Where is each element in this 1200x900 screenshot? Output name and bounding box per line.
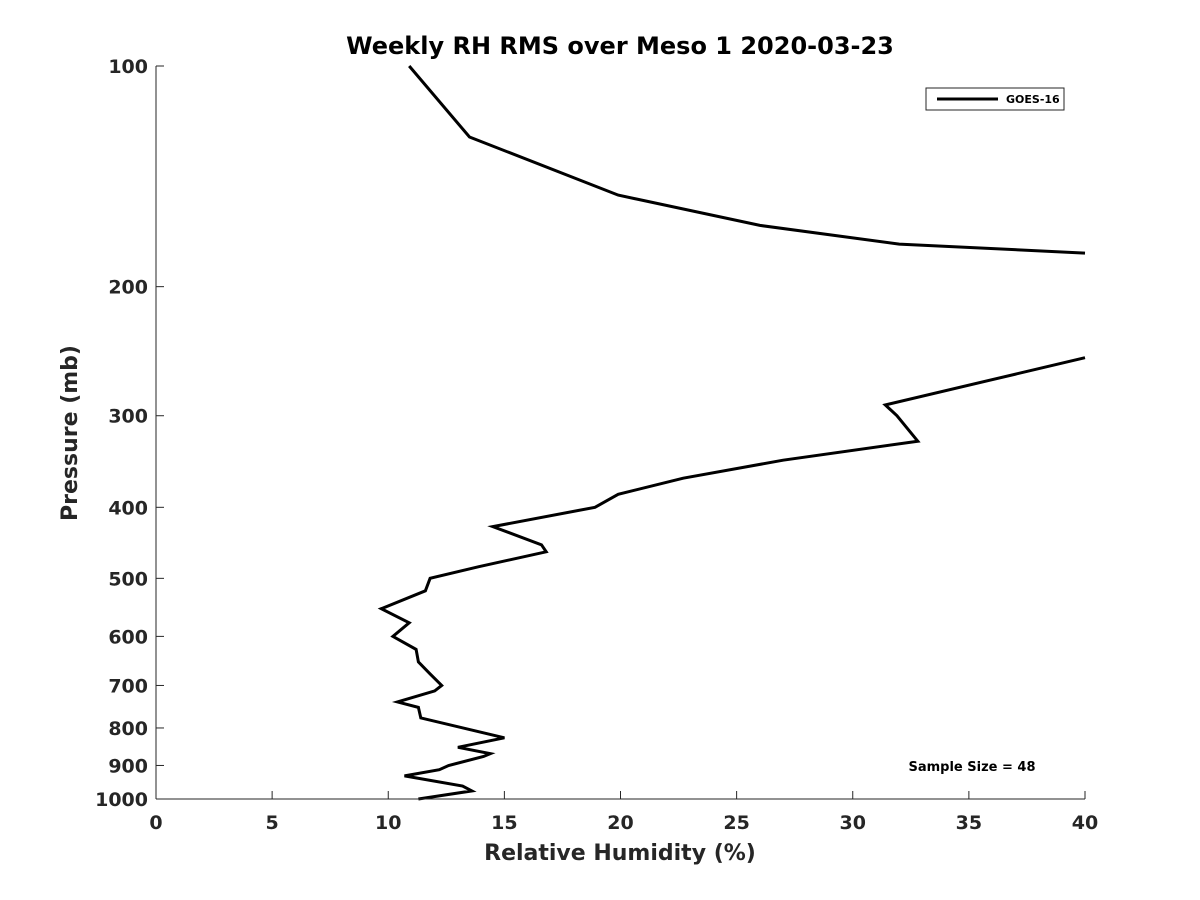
sample-size-annotation: Sample Size = 48 xyxy=(908,760,1035,775)
y-ticks: 100 200 300 400 500 600 700 800 900 1000 xyxy=(95,56,164,811)
chart-title: Weekly RH RMS over Meso 1 2020-03-23 xyxy=(346,32,894,60)
x-ticks: 0 5 10 15 20 25 30 35 40 xyxy=(149,791,1098,834)
x-tick-label: 10 xyxy=(375,812,401,834)
y-tick-label: 800 xyxy=(108,718,148,740)
y-tick-label: 700 xyxy=(108,675,148,697)
x-tick-label: 35 xyxy=(956,812,982,834)
x-tick-label: 0 xyxy=(149,812,162,834)
y-tick-label: 300 xyxy=(108,406,148,428)
x-tick-label: 5 xyxy=(266,812,279,834)
y-tick-label: 900 xyxy=(108,755,148,777)
y-tick-label: 1000 xyxy=(95,789,148,811)
x-axis-label: Relative Humidity (%) xyxy=(484,841,756,866)
y-tick-label: 600 xyxy=(108,626,148,648)
y-tick-label: 400 xyxy=(108,497,148,519)
legend-label: GOES-16 xyxy=(1006,93,1060,106)
y-axis-label: Pressure (mb) xyxy=(58,345,83,521)
series-line-goes-16 xyxy=(377,65,1086,801)
x-tick-label: 15 xyxy=(491,812,517,834)
x-tick-label: 20 xyxy=(607,812,633,834)
y-tick-label: 200 xyxy=(108,277,148,299)
y-tick-label: 500 xyxy=(108,568,148,590)
plot-lines xyxy=(377,65,1086,801)
x-tick-label: 30 xyxy=(840,812,866,834)
y-tick-label: 100 xyxy=(108,56,148,78)
x-tick-label: 25 xyxy=(723,812,749,834)
x-tick-label: 40 xyxy=(1072,812,1098,834)
legend: GOES-16 xyxy=(925,87,1065,111)
